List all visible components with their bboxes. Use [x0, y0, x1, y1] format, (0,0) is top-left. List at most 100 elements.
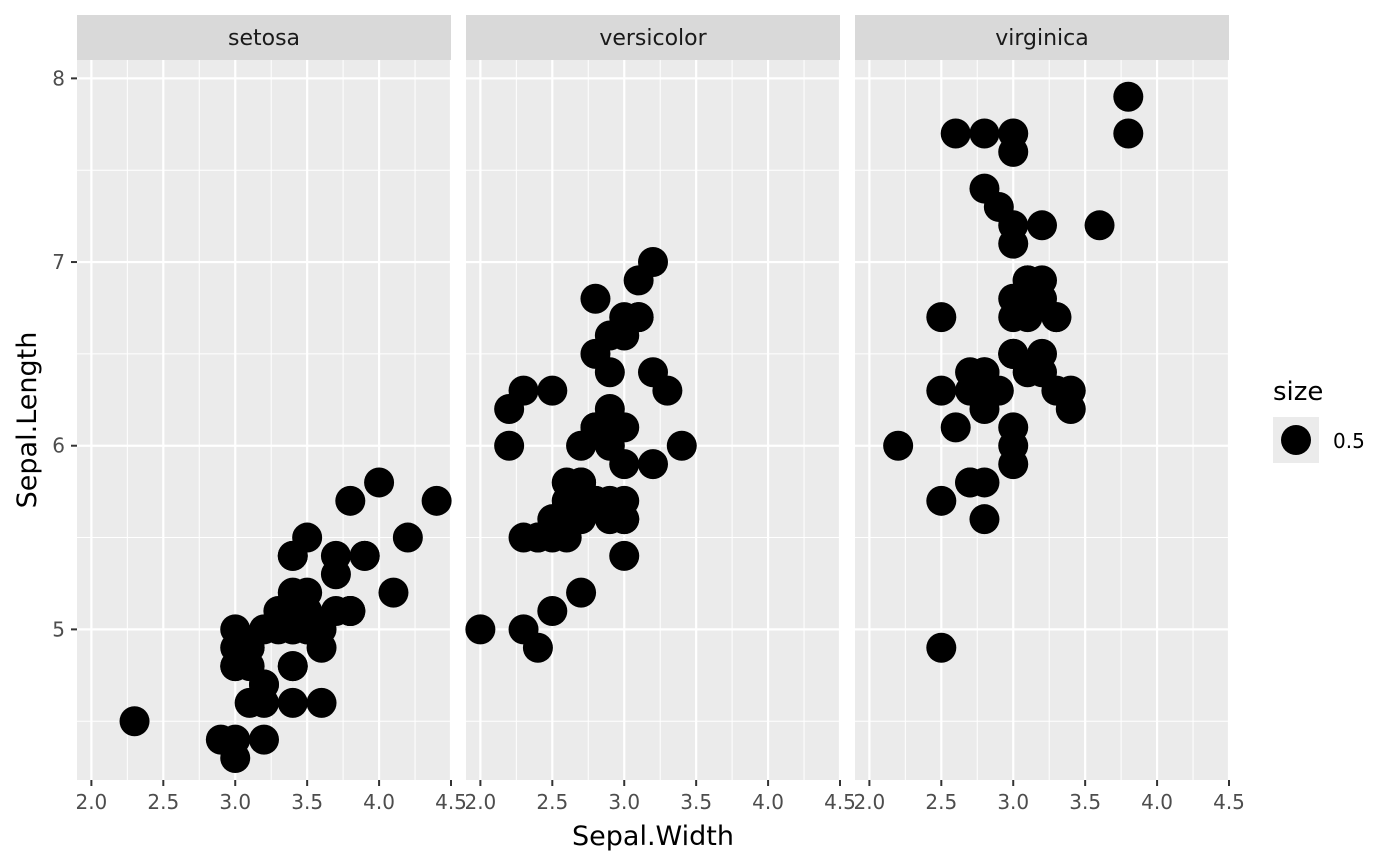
data-point — [652, 375, 683, 406]
data-point — [494, 430, 525, 461]
data-point — [955, 467, 986, 498]
data-point — [306, 687, 337, 718]
data-point — [594, 393, 625, 424]
data-point — [421, 485, 452, 516]
facet-strip-label: setosa — [228, 26, 300, 51]
data-point — [249, 687, 279, 718]
data-point — [998, 118, 1029, 149]
data-point — [1113, 81, 1144, 112]
data-point — [969, 375, 1000, 406]
data-point — [263, 614, 294, 645]
x-tick-label: 3.5 — [680, 790, 712, 814]
data-point — [594, 357, 625, 388]
x-tick-label: 4.0 — [1141, 790, 1173, 814]
data-point — [998, 338, 1029, 369]
data-point — [666, 430, 697, 461]
legend-label: 0.5 — [1333, 429, 1365, 453]
facet-strip — [855, 15, 1229, 60]
data-point — [537, 375, 568, 406]
y-axis: 5 6 7 8 — [52, 66, 77, 641]
data-point — [508, 375, 539, 406]
legend: size 0.5 — [1273, 377, 1365, 463]
x-tick-label: 2.5 — [536, 790, 568, 814]
data-point — [378, 577, 409, 608]
data-point — [998, 449, 1029, 480]
data-point — [349, 540, 380, 571]
x-tick-label: 3.0 — [997, 790, 1029, 814]
data-point — [998, 302, 1029, 333]
x-tick-label: 2.0 — [853, 790, 885, 814]
x-tick-label: 4.0 — [752, 790, 784, 814]
data-point — [292, 614, 323, 645]
x-tick-label: 2.0 — [464, 790, 496, 814]
data-point — [926, 632, 957, 663]
data-point — [969, 504, 1000, 535]
data-point — [335, 485, 366, 516]
data-point — [1055, 393, 1086, 424]
facet-strip-label: virginica — [995, 26, 1089, 51]
panel-background — [77, 60, 451, 780]
x-axis-title: Sepal.Width — [572, 821, 734, 852]
data-point — [292, 522, 323, 553]
data-point — [926, 485, 957, 516]
x-tick-label: 3.0 — [608, 790, 640, 814]
data-point — [969, 118, 1000, 149]
data-point — [1084, 210, 1115, 241]
data-point — [364, 467, 395, 498]
data-point — [551, 467, 582, 498]
x-tick-label: 2.5 — [147, 790, 179, 814]
data-point — [277, 687, 308, 718]
data-point — [220, 724, 251, 755]
y-tick-label: 6 — [52, 434, 65, 458]
facet-strip-label: versicolor — [599, 26, 707, 51]
panel-background — [466, 60, 840, 780]
x-tick-label: 3.5 — [1069, 790, 1101, 814]
data-point — [1041, 302, 1072, 333]
x-tick-label: 2.0 — [75, 790, 107, 814]
data-point — [998, 210, 1029, 241]
x-tick-label: 4.0 — [363, 790, 395, 814]
x-tick-label: 3.0 — [219, 790, 251, 814]
data-point — [926, 375, 957, 406]
facet-setosa: setosa — [77, 15, 453, 780]
x-tick-label: 3.5 — [291, 790, 323, 814]
facet-versicolor: versicolor — [465, 15, 842, 780]
facet-strip — [77, 15, 451, 60]
x-tick-label: 4.5 — [824, 790, 856, 814]
data-point — [940, 118, 971, 149]
facet-panels: setosa versicolor virginica — [77, 15, 1231, 780]
y-axis-title: Sepal.Length — [12, 332, 43, 509]
data-point — [1113, 118, 1144, 149]
data-point — [1027, 210, 1057, 241]
data-point — [623, 302, 654, 333]
legend-title: size — [1273, 377, 1323, 407]
data-point — [940, 412, 971, 443]
data-point — [119, 706, 150, 737]
data-point — [926, 302, 957, 333]
data-point — [249, 724, 279, 755]
data-point — [220, 651, 251, 682]
data-point — [623, 265, 654, 296]
data-point — [320, 559, 351, 590]
legend-key-point — [1281, 425, 1311, 455]
x-tick-label: 4.5 — [435, 790, 467, 814]
data-point — [335, 596, 366, 627]
data-point — [969, 173, 1000, 204]
x-axes: 2.0 2.5 3.0 3.5 4.0 4.52.0 2.5 3.0 3.5 4.0 4.52.0 2… — [75, 780, 1245, 814]
y-tick-label: 8 — [52, 66, 65, 90]
data-point — [580, 485, 611, 516]
data-point — [609, 540, 640, 571]
data-point — [465, 614, 496, 645]
facet-virginica: virginica — [855, 15, 1231, 780]
panel-background — [855, 60, 1229, 780]
facet-strip — [466, 15, 840, 60]
data-point — [638, 449, 668, 480]
x-tick-label: 4.5 — [1213, 790, 1245, 814]
y-tick-label: 7 — [52, 250, 65, 274]
data-point — [883, 430, 914, 461]
y-tick-label: 5 — [52, 617, 65, 641]
data-point — [566, 430, 597, 461]
data-point — [277, 651, 308, 682]
x-tick-label: 2.5 — [925, 790, 957, 814]
